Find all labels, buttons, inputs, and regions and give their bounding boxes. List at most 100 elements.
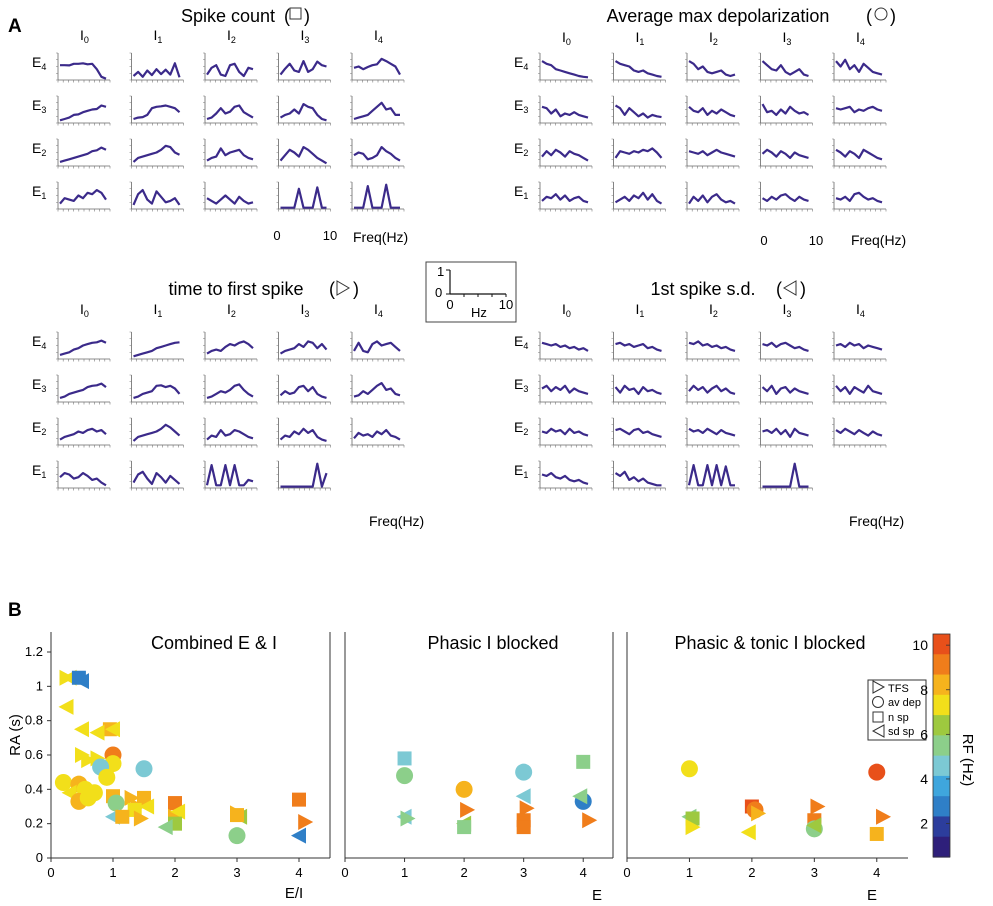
grid2-xlabel: Freq(Hz)	[369, 513, 424, 529]
colorbar-segment	[933, 674, 950, 696]
mini-trace-line	[280, 186, 327, 209]
scale-ytick-label-1: 1	[437, 264, 444, 279]
mini-plot-e3-i4	[832, 374, 887, 405]
data-point-nsp	[137, 790, 151, 805]
scatter-xtick-label: 3	[520, 865, 527, 880]
colorbar-label: RF (Hz)	[959, 734, 976, 787]
mini-plot-e4-i3	[276, 52, 331, 83]
mini-trace-line	[761, 60, 809, 78]
scatter-ytick-label: 0.4	[25, 781, 43, 796]
mini-plot-e4-i0	[56, 331, 111, 362]
mini-plot-e3-i3	[276, 374, 331, 405]
mini-trace-line	[279, 384, 327, 399]
colorbar-segment	[933, 654, 950, 676]
scatter-ytick-label: 1	[36, 678, 43, 693]
data-point-nsp	[230, 808, 244, 823]
mini-plot-e1-i0	[538, 460, 593, 491]
colorbar-tick-label: 2	[920, 816, 928, 832]
rf-colorbar: 2 4 6 8 10	[912, 633, 951, 858]
column-label-i4: I4	[374, 27, 383, 45]
mini-trace-line	[59, 146, 107, 163]
data-point-avdep	[54, 773, 72, 791]
mini-plot-e4-i4	[832, 331, 887, 362]
mini-plot-e3-i4	[832, 95, 887, 126]
mini-plot-e3-i1	[129, 95, 184, 126]
mini-trace-line	[762, 341, 809, 352]
mini-trace-line	[688, 148, 736, 158]
grid1-xtick-0: 0	[760, 233, 767, 248]
scatter-ytick-label: 1.2	[25, 644, 43, 659]
paren-close: )	[800, 279, 806, 299]
mini-plot-e2-i1	[611, 138, 666, 169]
mini-trace-line	[354, 183, 400, 209]
marker-legend: TFS av dep n sp sd sp	[867, 679, 927, 741]
column-label-i4: I4	[374, 301, 383, 319]
row-label-e1: E1	[32, 183, 46, 201]
data-point-sdsp	[105, 721, 120, 738]
scatter-ytick-label: 0.8	[25, 713, 43, 728]
mini-plot-e2-i0	[56, 417, 111, 448]
mini-plot-e1-i2	[685, 181, 740, 212]
colorbar-segment	[933, 816, 950, 838]
grid0-xlabel: Freq(Hz)	[353, 229, 408, 245]
data-point-tfs	[124, 789, 140, 806]
data-point-tfs	[133, 810, 149, 827]
mini-trace-line	[206, 147, 254, 162]
colorbar-segment	[933, 694, 950, 716]
triangle-right-symbol-icon	[336, 280, 350, 296]
mini-trace-line	[835, 191, 883, 204]
mini-trace-line	[761, 148, 809, 159]
mini-plot-e3-i1	[129, 374, 184, 405]
triangle-left-symbol-icon	[783, 280, 797, 296]
mini-trace-line	[835, 341, 883, 351]
mini-trace-line	[133, 384, 181, 399]
data-point-nsp	[292, 792, 306, 807]
mini-plot-e4-i4	[350, 331, 405, 362]
column-label-i3: I3	[301, 27, 310, 45]
colorbar-segment	[933, 735, 950, 757]
mini-trace-line	[761, 103, 810, 117]
grid1-xtick-10: 10	[809, 233, 823, 248]
mini-plot-e4-i0	[538, 331, 593, 362]
paren-open: (	[329, 279, 335, 299]
mini-trace-line	[835, 148, 883, 161]
mini-plot-e2-i4	[832, 138, 887, 169]
square-symbol-icon	[289, 7, 302, 20]
data-point-avdep	[396, 767, 414, 785]
row-label-e4: E4	[32, 54, 46, 72]
row-label-e3: E3	[514, 376, 528, 394]
data-point-tfs	[751, 805, 767, 822]
mini-plot-e2-i2	[685, 138, 740, 169]
mini-plot-e4-i1	[129, 52, 184, 83]
mini-trace-line	[541, 384, 589, 395]
scatter2-xlabel: E	[867, 887, 877, 904]
scatter0-title: Combined E & I	[151, 633, 277, 653]
mini-trace-line	[59, 472, 107, 487]
data-point-tfs	[81, 752, 97, 769]
data-point-sdsp	[157, 819, 173, 836]
mini-plot-e3-i2	[685, 374, 740, 405]
mini-trace-line	[59, 382, 107, 399]
mini-trace-line	[353, 101, 400, 121]
mini-plot-e2-i2	[203, 417, 258, 448]
mini-trace-line	[206, 62, 254, 78]
row-label-e3: E3	[32, 376, 46, 394]
mini-plot-e2-i4	[350, 417, 405, 448]
mini-plot-e4-i1	[611, 331, 666, 362]
mini-plot-e3-i4	[350, 95, 405, 126]
colorbar-tick-label: 6	[920, 726, 928, 742]
scatter-xtick-label: 0	[623, 865, 630, 880]
mini-plot-e4-i3	[758, 52, 813, 83]
column-label-i0: I0	[80, 27, 89, 45]
mini-trace-line	[279, 146, 328, 165]
grid-title-spike-count: Spike count ( )	[181, 6, 310, 26]
grid-title-spike-sd: 1st spike s.d. ( )	[650, 279, 806, 299]
paren-close: )	[353, 279, 359, 299]
column-label-i1: I1	[154, 27, 163, 45]
legend-sdsp-label: sd sp	[888, 726, 914, 738]
mini-plot-e3-i0	[538, 95, 593, 126]
row-label-e3: E3	[32, 97, 46, 115]
mini-plot-e4-i4	[832, 52, 887, 83]
mini-plot-e4-i2	[685, 331, 740, 362]
data-point-sdsp	[58, 698, 74, 715]
